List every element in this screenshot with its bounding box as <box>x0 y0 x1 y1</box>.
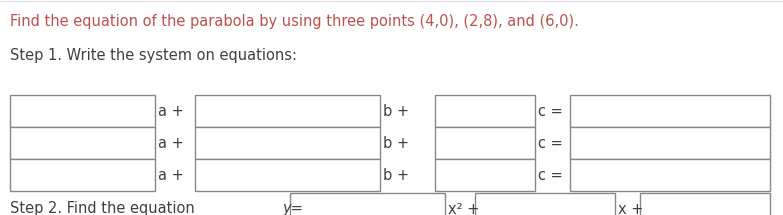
Text: a +: a + <box>158 103 184 118</box>
Text: Step 2. Find the equation: Step 2. Find the equation <box>10 201 200 215</box>
Text: c =: c = <box>538 135 563 150</box>
Bar <box>570 159 770 191</box>
Bar <box>640 193 770 215</box>
Text: c =: c = <box>538 167 563 183</box>
Bar <box>10 127 155 159</box>
Bar <box>435 95 535 127</box>
Text: Step 1. Write the system on equations:: Step 1. Write the system on equations: <box>10 48 297 63</box>
Bar <box>435 127 535 159</box>
Bar <box>435 159 535 191</box>
Bar <box>195 127 380 159</box>
Bar <box>570 127 770 159</box>
Bar <box>290 193 445 215</box>
Text: b +: b + <box>383 167 409 183</box>
Bar <box>570 95 770 127</box>
Bar <box>10 95 155 127</box>
Text: a +: a + <box>158 135 184 150</box>
Bar <box>195 95 380 127</box>
Bar <box>195 159 380 191</box>
Text: c =: c = <box>538 103 563 118</box>
Text: x +: x + <box>618 201 644 215</box>
Text: Find the equation of the parabola by using three points (4,0), (2,8), and (6,0).: Find the equation of the parabola by usi… <box>10 14 579 29</box>
Text: y=: y= <box>282 201 303 215</box>
Text: b +: b + <box>383 135 409 150</box>
Text: b +: b + <box>383 103 409 118</box>
Bar <box>475 193 615 215</box>
Bar <box>10 159 155 191</box>
Text: a +: a + <box>158 167 184 183</box>
Text: x² +: x² + <box>448 201 479 215</box>
